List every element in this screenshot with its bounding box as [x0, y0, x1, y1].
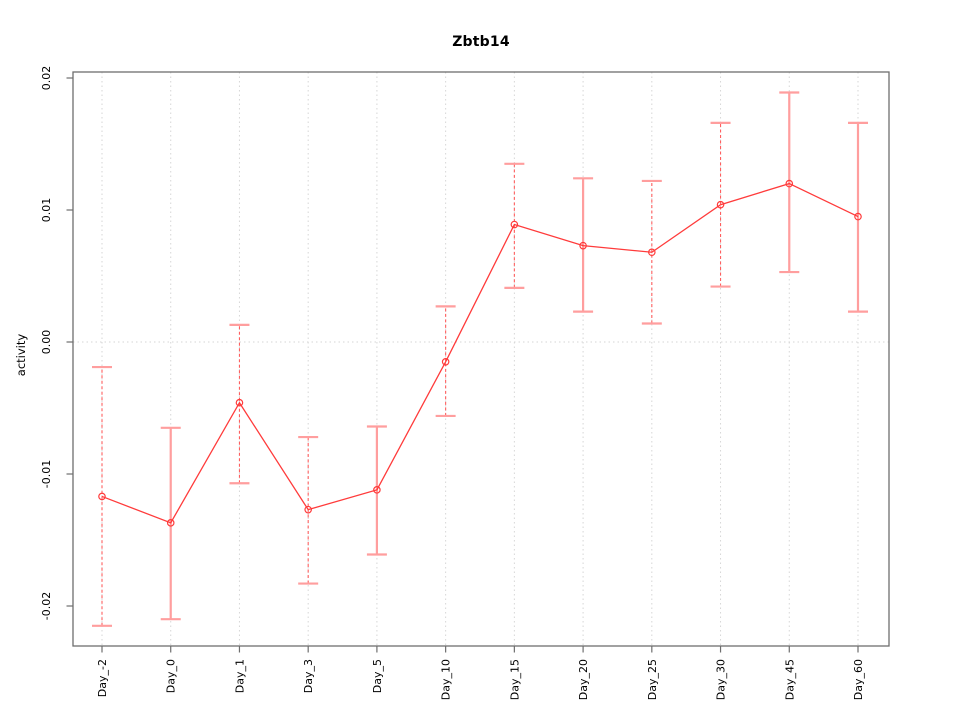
plot-border [72, 71, 890, 647]
data-point-marker [98, 492, 106, 501]
y-axis-title: activity [14, 333, 28, 377]
error-bar [779, 91, 800, 274]
x-tick-label: Day_0 [165, 659, 178, 693]
x-tick-label: Day_20 [577, 659, 590, 700]
x-tick-label: Day_30 [715, 659, 728, 700]
data-point-marker [648, 248, 656, 257]
y-tick-label: -0.01 [40, 460, 53, 488]
y-tick-label: 0.00 [40, 330, 53, 355]
data-points [98, 179, 862, 527]
x-tick-label: Day_15 [508, 659, 521, 700]
x-tick-label: Day_-2 [96, 659, 109, 697]
x-tick-label: Day_10 [440, 659, 453, 700]
data-line [101, 182, 859, 524]
x-tick-label: Day_25 [646, 659, 659, 700]
x-tick-label: Day_45 [783, 659, 796, 700]
data-point-marker [785, 179, 794, 188]
error-bar [229, 323, 250, 485]
data-point-marker [510, 220, 519, 229]
y-tick-label: 0.01 [40, 198, 53, 223]
x-tick-label: Day_5 [371, 659, 384, 693]
data-point-marker [716, 200, 725, 209]
data-point-marker [854, 212, 862, 221]
data-point-marker [304, 505, 312, 514]
x-axis: Day_-2 Day_0 Day_1 Day_3 Day_5 Day_10 Day_15 Da… [96, 646, 865, 700]
y-axis: -0.02 -0.01 0.00 0.01 0.02 [40, 66, 73, 620]
data-point-marker [166, 519, 175, 527]
x-tick-label: Day_60 [852, 659, 865, 700]
y-tick-label: 0.02 [40, 66, 53, 91]
x-tick-label: Day_1 [233, 659, 246, 693]
chart-title: Zbtb14 [452, 34, 510, 50]
error-bar [848, 121, 869, 313]
data-point-marker [373, 486, 381, 494]
data-point-marker [235, 398, 244, 407]
gridlines [73, 72, 889, 646]
error-bar [435, 305, 456, 418]
data-point-marker [441, 357, 450, 366]
x-tick-label: Day_3 [302, 659, 315, 693]
error-bar [641, 179, 662, 325]
error-bar [710, 121, 731, 288]
y-tick-label: -0.02 [40, 592, 53, 620]
data-point-marker [579, 241, 587, 250]
error-bars [92, 91, 869, 627]
